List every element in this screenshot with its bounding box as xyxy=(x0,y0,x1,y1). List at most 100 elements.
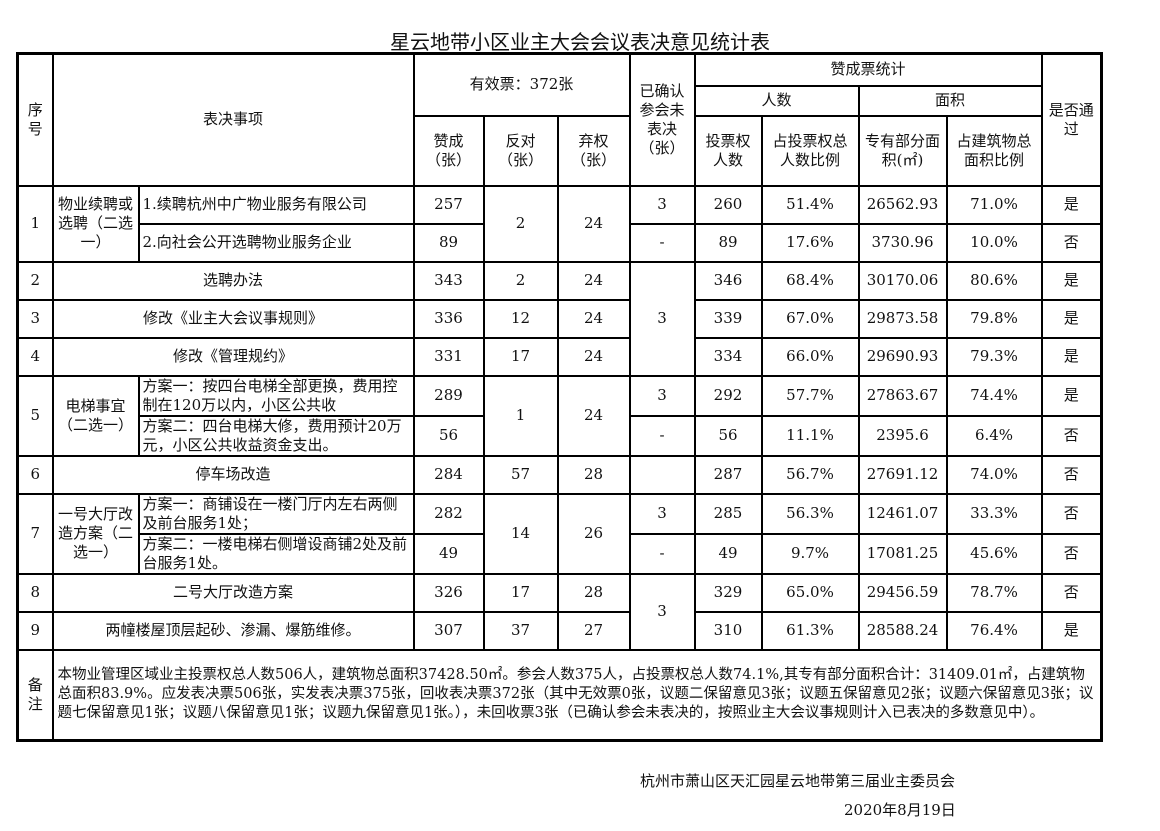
voters-cell: 56 xyxy=(693,414,763,457)
voter-ratio-cell: 61.3% xyxy=(760,610,860,651)
group-title: 一号大厅改造方案（二选一） xyxy=(51,492,140,575)
header-abstain: 弃权（张） xyxy=(556,114,631,187)
area-cell: 28588.24 xyxy=(857,610,948,651)
header-item: 表决事项 xyxy=(51,52,415,187)
item-title: 选聘办法 xyxy=(51,260,415,301)
area-cell: 3730.96 xyxy=(857,222,948,263)
voters-cell: 346 xyxy=(693,260,763,301)
voter-ratio-cell: 56.7% xyxy=(760,454,860,495)
cell-text: 2.向社会公开选聘物业服务企业 xyxy=(142,233,352,251)
cell-text: 方案二：一楼电梯右侧增设商铺2处及前台服务1处。 xyxy=(142,534,408,572)
area-ratio-cell: 10.0% xyxy=(945,222,1043,263)
against-cell: 2 xyxy=(482,184,559,263)
area-cell: 30170.06 xyxy=(857,260,948,301)
against-cell: 17 xyxy=(482,336,559,377)
header-against: 反对（张） xyxy=(482,114,559,187)
header-people: 人数 xyxy=(693,84,860,117)
option-text: 方案二：一楼电梯右侧增设商铺2处及前台服务1处。 xyxy=(137,532,415,575)
abstain-cell: 26 xyxy=(556,492,631,575)
vote-statistics-table: 序号 表决事项 有效票：372张 已确认参会未表决（张） 赞成票统计 是否通过 … xyxy=(16,52,1103,742)
voters-cell: 292 xyxy=(693,374,763,417)
abstain-cell: 24 xyxy=(556,374,631,457)
table-row: 方案二：一楼电梯右侧增设商铺2处及前台服务1处。 49-49 9.7% 17081.2… xyxy=(18,532,1103,575)
against-cell: 2 xyxy=(482,260,559,301)
row-number: 6 xyxy=(16,454,54,495)
row-number: 7 xyxy=(16,492,54,575)
voters-cell: 329 xyxy=(693,572,763,613)
yes-cell: 284 xyxy=(412,454,485,495)
area-cell: 12461.07 xyxy=(857,492,948,535)
cell-text: 1.续聘杭州中广物业服务有限公司 xyxy=(142,195,367,213)
voter-ratio-cell: 56.3% xyxy=(760,492,860,535)
passed-cell: 否 xyxy=(1040,492,1103,535)
area-ratio-cell: 71.0% xyxy=(945,184,1043,225)
yes-cell: 307 xyxy=(412,610,485,651)
against-cell: 57 xyxy=(482,454,559,495)
area-cell: 2395.6 xyxy=(857,414,948,457)
cell-text: 方案一：商铺设在一楼门厅内左右两侧及前台服务1处； xyxy=(142,494,398,532)
table-row: 9 两幢楼屋顶层起砂、渗漏、爆筋维修。 307 37 27 310 61.3% 28588.2… xyxy=(16,610,1103,651)
table-row: 2.向社会公开选聘物业服务企业 89-89 17.6% 3730.96 10.0% 否 xyxy=(18,222,1103,263)
cell-text: 方案一：按四台电梯全部更换，费用控制在120万以内，小区公共收 xyxy=(142,376,398,414)
voter-ratio-cell: 17.6% xyxy=(760,222,860,263)
yes-cell: 289 xyxy=(412,374,485,417)
abstain-cell: 24 xyxy=(556,184,631,263)
voters-cell: 334 xyxy=(693,336,763,377)
passed-cell: 是 xyxy=(1040,260,1103,301)
item-title: 修改《管理规约》 xyxy=(51,336,415,377)
row-number: 9 xyxy=(16,610,54,651)
against-cell: 37 xyxy=(482,610,559,651)
notes-label: 备注 xyxy=(16,648,54,741)
header-unvoted: 已确认参会未表决（张） xyxy=(628,52,696,187)
voter-ratio-cell: 65.0% xyxy=(760,572,860,613)
unvoted-cell: 3 xyxy=(628,374,696,417)
header-valid-votes: 有效票：372张 xyxy=(412,52,631,117)
area-cell: 29456.59 xyxy=(857,572,948,613)
header-voter-ratio: 占投票权总人数比例 xyxy=(760,114,860,187)
voters-cell: 89 xyxy=(693,222,763,263)
yes-cell: 326 xyxy=(412,572,485,613)
voters-cell: 260 xyxy=(693,184,763,225)
area-cell: 27691.12 xyxy=(857,454,948,495)
cell-text: 方案二：四台电梯大修，费用预计20万元，小区公共收益资金支出。 xyxy=(142,416,402,454)
voters-cell: 285 xyxy=(693,492,763,535)
voter-ratio-cell: 66.0% xyxy=(760,336,860,377)
against-cell: 1 xyxy=(482,374,559,457)
unvoted-cell: 3 xyxy=(628,184,696,225)
table-row: 1 物业续聘或选聘（二选一） 1.续聘杭州中广物业服务有限公司 257 2 24 3 260 5… xyxy=(16,184,1103,263)
passed-cell: 是 xyxy=(1040,184,1103,225)
area-ratio-cell: 79.8% xyxy=(945,298,1043,339)
unvoted-cell: - xyxy=(628,222,696,263)
against-cell: 14 xyxy=(482,492,559,575)
unvoted-cell: 3 xyxy=(628,260,696,377)
header-area: 面积 xyxy=(857,84,1043,117)
area-ratio-cell: 76.4% xyxy=(945,610,1043,651)
row-number: 5 xyxy=(16,374,54,457)
area-ratio-cell: 6.4% xyxy=(945,414,1043,457)
item-title: 两幢楼屋顶层起砂、渗漏、爆筋维修。 xyxy=(51,610,415,651)
header-approval-stats: 赞成票统计 xyxy=(693,52,1043,87)
unvoted-cell: - xyxy=(628,414,696,457)
area-cell: 27863.67 xyxy=(857,374,948,417)
option-text: 方案一：按四台电梯全部更换，费用控制在120万以内，小区公共收 xyxy=(137,374,415,417)
row-number: 2 xyxy=(16,260,54,301)
option-text: 方案二：四台电梯大修，费用预计20万元，小区公共收益资金支出。 xyxy=(137,414,415,457)
passed-cell: 是 xyxy=(1040,298,1103,339)
area-cell: 17081.25 xyxy=(857,532,948,575)
passed-cell: 否 xyxy=(1040,414,1103,457)
notes-text: 本物业管理区域业主投票权总人数506人，建筑物总面积37428.50㎡。参会人数… xyxy=(51,648,1103,741)
yes-cell: 89 xyxy=(412,222,485,263)
row-number: 8 xyxy=(16,572,54,613)
group-title: 物业续聘或选聘（二选一） xyxy=(51,184,140,263)
area-ratio-cell: 33.3% xyxy=(945,492,1043,535)
area-ratio-cell: 80.6% xyxy=(945,260,1043,301)
header-exclusive-area: 专有部分面积(㎡) xyxy=(857,114,948,187)
passed-cell: 否 xyxy=(1040,454,1103,495)
abstain-cell: 24 xyxy=(556,298,631,339)
area-ratio-cell: 45.6% xyxy=(945,532,1043,575)
abstain-cell: 28 xyxy=(556,572,631,613)
committee-name: 杭州市萧山区天汇园星云地带第三届业主委员会 xyxy=(640,772,956,790)
header-yes: 赞成（张） xyxy=(412,114,485,187)
area-cell: 29690.93 xyxy=(857,336,948,377)
row-number: 1 xyxy=(16,184,54,263)
